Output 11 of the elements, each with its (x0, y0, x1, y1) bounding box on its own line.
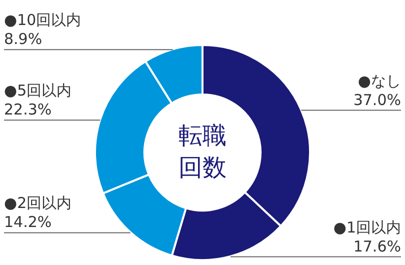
slice-label: ●なし (358, 72, 401, 90)
text: 転職回数 (178, 122, 226, 182)
slice-label: ●1回以内 (333, 218, 401, 236)
data-label: 14.2% (4, 213, 52, 232)
slice-label: ●2回以内 (4, 194, 72, 212)
data-label: 8.9% (4, 30, 42, 48)
data-label: 22.3% (4, 100, 52, 119)
slice-label: ●5回以内 (4, 82, 72, 100)
data-label: 17.6% (353, 237, 401, 256)
slice-label: ●10回以内 (4, 11, 82, 30)
data-label: 37.0% (353, 90, 401, 109)
